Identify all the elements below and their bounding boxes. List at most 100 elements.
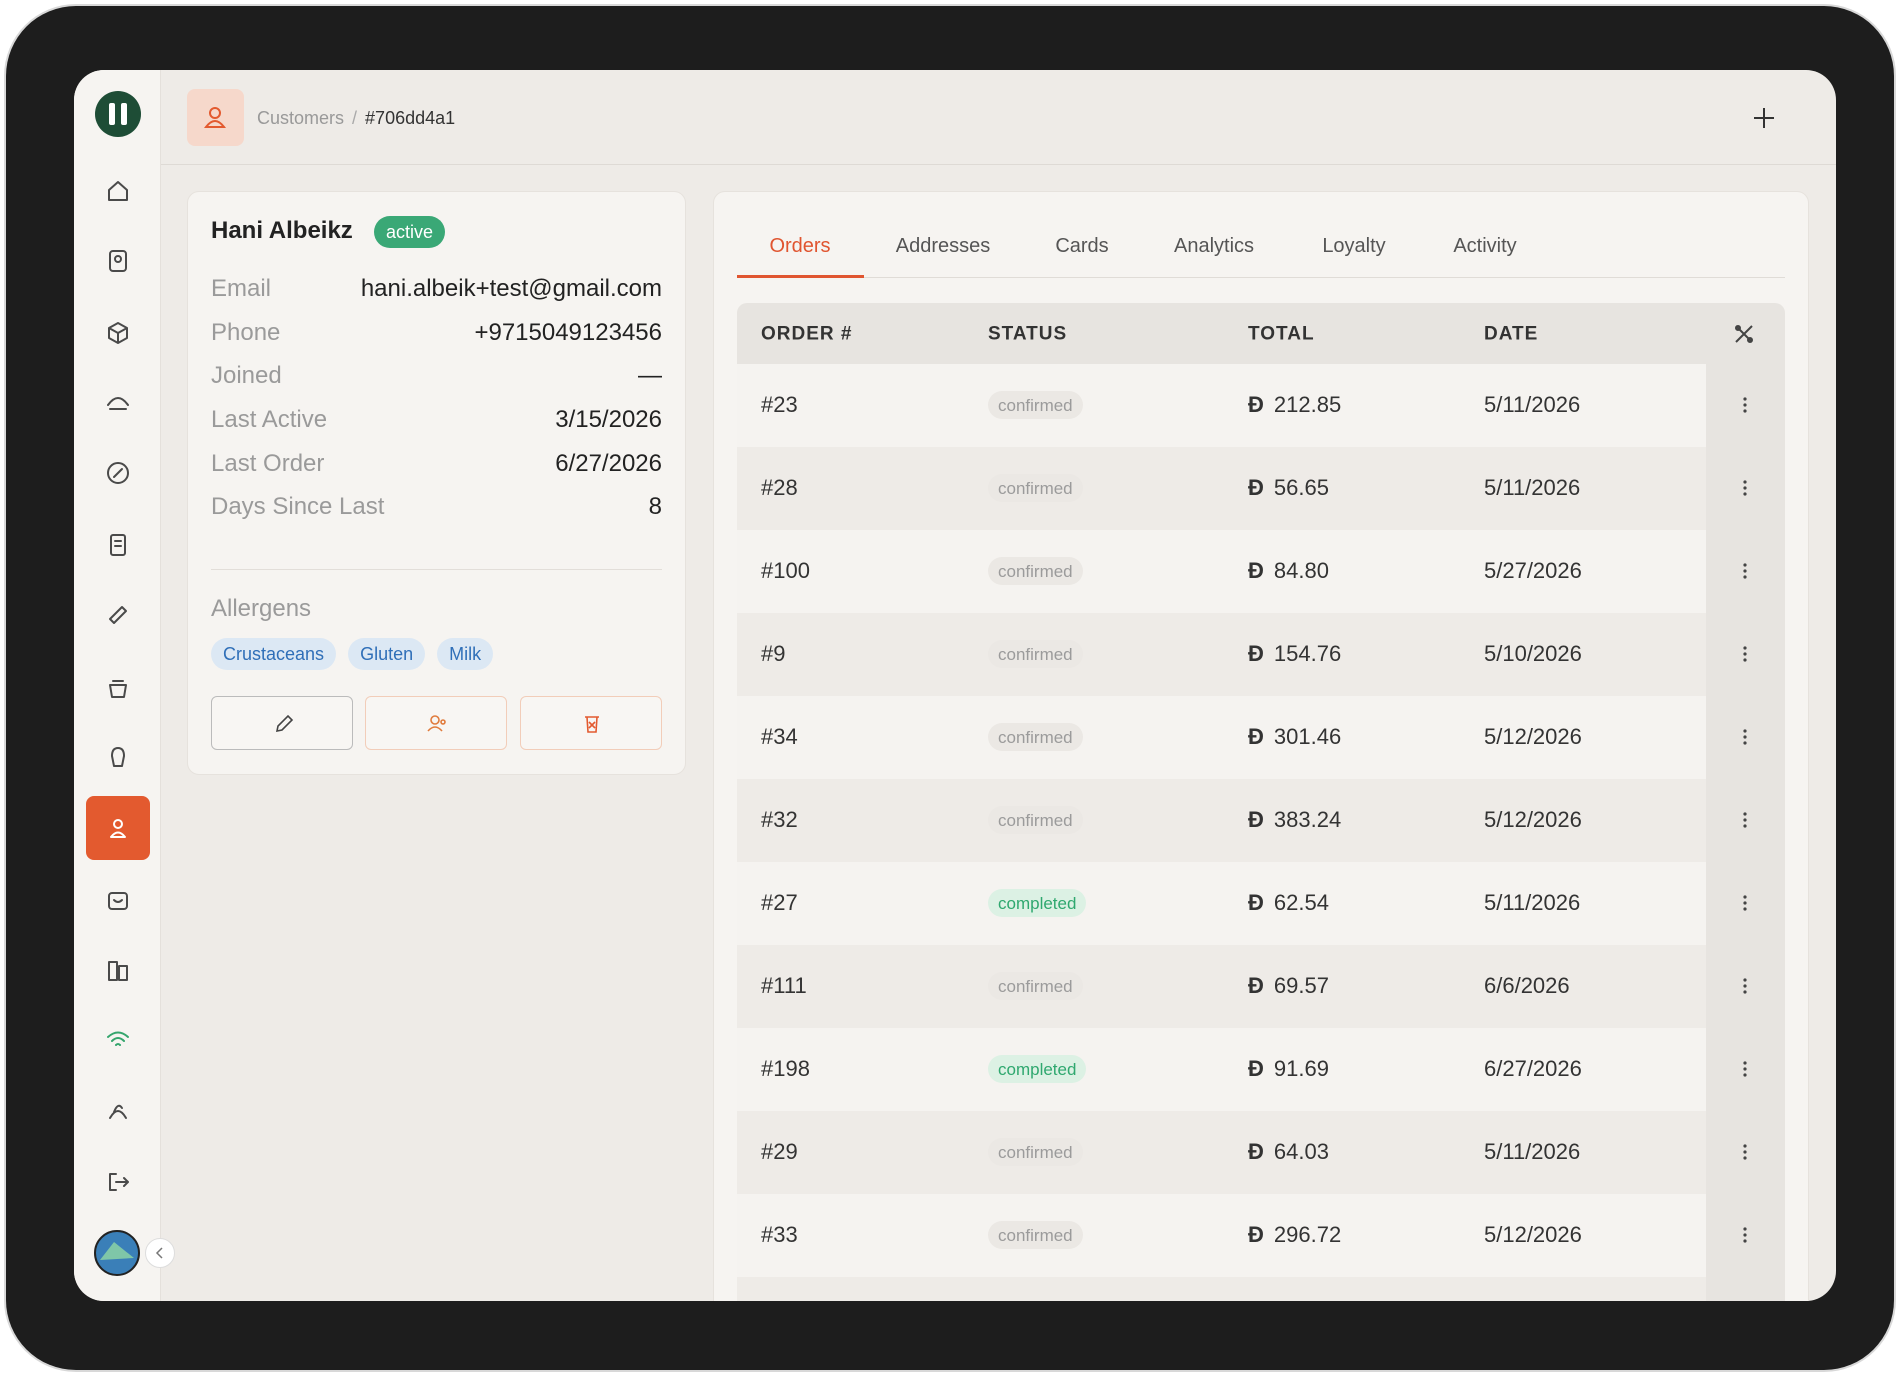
table-row <box>737 1111 1706 1194</box>
row-menu-shape <box>1743 1233 1747 1237</box>
row-menu[interactable] <box>1737 727 1753 747</box>
nav-icon[interactable] <box>104 247 132 275</box>
order-number: #9 <box>761 641 786 666</box>
column-settings[interactable] <box>1732 322 1756 346</box>
nav-icon[interactable] <box>104 319 132 347</box>
breadcrumb-icon <box>187 89 244 146</box>
table-row <box>737 1194 1706 1277</box>
row-menu[interactable] <box>1737 810 1753 830</box>
status-pill: completed <box>988 889 1087 917</box>
row-menu[interactable] <box>1737 478 1753 498</box>
nav-icon[interactable] <box>104 1098 132 1126</box>
app-logo <box>94 90 142 138</box>
order-date: 5/12/2026 <box>1484 1222 1582 1247</box>
total-amount: 301.46 <box>1273 724 1342 749</box>
tab[interactable]: Activity <box>1453 235 1517 257</box>
row-menu[interactable] <box>1737 1059 1753 1079</box>
user-avatar-shape <box>100 1242 134 1260</box>
nav-icon[interactable] <box>104 531 132 559</box>
collapse-button[interactable] <box>145 1238 175 1268</box>
currency-symbol: Đ <box>1248 1056 1264 1081</box>
row-menu-shape <box>1743 729 1747 733</box>
breadcrumb-icon-shape <box>209 107 221 119</box>
column-header: STATUS <box>988 323 1068 345</box>
nav-icon[interactable] <box>104 744 132 772</box>
currency-symbol: Đ <box>1248 807 1264 832</box>
order-number: #33 <box>761 1222 798 1247</box>
row-menu[interactable] <box>1737 1225 1753 1245</box>
assign-button-shape <box>427 715 446 732</box>
field-value: +9715049123456 <box>474 319 662 346</box>
add-button[interactable] <box>1750 104 1778 132</box>
order-date: 5/11/2026 <box>1484 475 1581 500</box>
edit-button-shape <box>275 714 294 733</box>
user-avatar[interactable] <box>94 1230 140 1276</box>
field-value: — <box>638 362 662 389</box>
order-number: #198 <box>761 1056 810 1081</box>
add-button-shape <box>1754 108 1774 128</box>
nav-icon[interactable] <box>104 886 132 914</box>
tab[interactable]: Cards <box>1055 235 1109 257</box>
row-menu[interactable] <box>1737 395 1753 415</box>
assign-button[interactable] <box>365 696 507 750</box>
nav-icon-shape <box>110 831 126 838</box>
row-menu-shape <box>1743 563 1747 579</box>
field-label: Last Active <box>211 406 328 433</box>
status-pill-text: confirmed <box>998 562 1073 581</box>
table-row <box>737 613 1706 696</box>
order-date: 5/11/2026 <box>1484 392 1581 417</box>
allergen-chip: Crustaceans <box>211 638 337 670</box>
row-menu[interactable] <box>1737 644 1753 664</box>
row-menu-shape <box>1743 409 1747 413</box>
row-menu-shape <box>1743 901 1747 905</box>
row-menu-shape <box>1743 480 1747 484</box>
nav-icon[interactable] <box>104 814 132 842</box>
currency-symbol: Đ <box>1248 973 1264 998</box>
row-menu[interactable] <box>1737 976 1753 996</box>
row-menu[interactable] <box>1737 561 1753 581</box>
nav-icon[interactable] <box>104 1026 132 1054</box>
currency-symbol: Đ <box>1248 890 1264 915</box>
tab[interactable]: Orders <box>769 235 831 257</box>
edit-button[interactable] <box>211 696 353 750</box>
table-row <box>737 447 1706 530</box>
status-pill: confirmed <box>988 723 1083 751</box>
order-number: #27 <box>761 890 798 915</box>
nav-icon[interactable] <box>104 389 132 417</box>
order-date: 5/12/2026 <box>1484 724 1582 749</box>
nav-icon-shape <box>107 1031 129 1046</box>
breadcrumb-parent[interactable]: Customers <box>257 108 345 128</box>
status-pill: confirmed <box>988 806 1083 834</box>
nav-icon-shape <box>109 1173 129 1191</box>
total-amount: 62.54 <box>1273 890 1329 915</box>
delete-button[interactable] <box>520 696 662 750</box>
nav-icon[interactable] <box>104 601 132 629</box>
row-menu[interactable] <box>1737 893 1753 913</box>
nav-icon[interactable] <box>104 673 132 701</box>
row-menu-shape <box>1743 978 1747 982</box>
nav-icon[interactable] <box>104 1168 132 1196</box>
nav-icon[interactable] <box>104 177 132 205</box>
order-number: #23 <box>761 392 798 417</box>
collapse-button-shape <box>155 1247 163 1259</box>
table-row <box>737 945 1706 1028</box>
total-amount: 212.85 <box>1273 392 1342 417</box>
order-date: 5/27/2026 <box>1484 558 1582 583</box>
edit-button-shape <box>275 714 294 733</box>
customer-name: Hani Albeikz <box>211 217 353 244</box>
row-menu[interactable] <box>1737 1142 1753 1162</box>
row-menu-shape <box>1743 1239 1747 1243</box>
customer-card <box>187 191 686 775</box>
allergens-title: Allergens <box>211 595 312 622</box>
tab[interactable]: Analytics <box>1173 235 1255 257</box>
collapse-button-shape <box>155 1247 163 1259</box>
field-label: Last Order <box>211 450 325 477</box>
nav-icon[interactable] <box>104 956 132 984</box>
nav-icon[interactable] <box>104 459 132 487</box>
tab[interactable]: Addresses <box>895 235 991 257</box>
total-amount: 84.80 <box>1273 558 1329 583</box>
tab[interactable]: Loyalty <box>1322 235 1386 257</box>
nav-icon-shape <box>108 892 128 910</box>
status-pill-text: confirmed <box>998 1226 1073 1245</box>
